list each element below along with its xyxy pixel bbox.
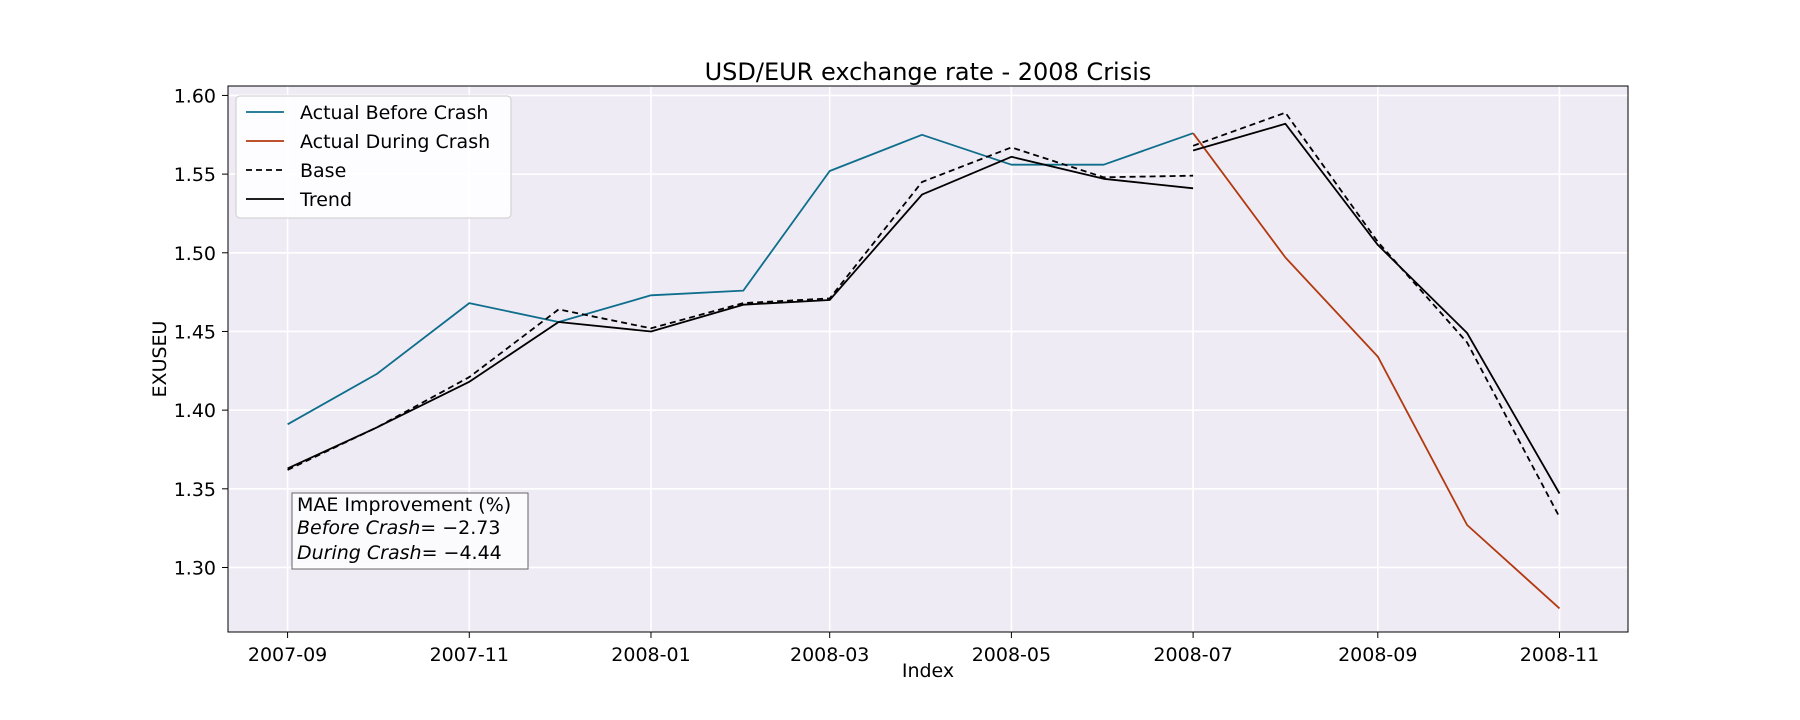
y-tick-label: 1.55: [174, 164, 216, 186]
legend-box: [235, 95, 512, 219]
series-line-actual-during-crash: [1192, 132, 1561, 610]
legend-label-trend: Trend: [299, 189, 352, 211]
y-tick-label: 1.30: [174, 557, 216, 579]
mae-during-value: = −4.44: [422, 542, 502, 564]
y-tick-label: 1.35: [174, 479, 216, 501]
y-tick-label: 1.60: [174, 85, 216, 107]
x-axis-label: Index: [902, 660, 954, 682]
mae-before-line: Before Crash= −2.73: [297, 517, 500, 539]
legend-label-actual-before: Actual Before Crash: [300, 102, 488, 124]
x-tick-label: 2007-11: [430, 644, 509, 666]
grid: [228, 86, 1628, 632]
x-tick-label: 2008-09: [1338, 644, 1417, 666]
legend-label-base: Base: [300, 160, 346, 182]
mae-before-value: = −2.73: [420, 517, 500, 539]
legend-label-actual-during: Actual During Crash: [300, 131, 490, 153]
chart-title: USD/EUR exchange rate - 2008 Crisis: [705, 58, 1152, 86]
x-tick-label: 2007-09: [248, 644, 327, 666]
ticks: 2007-09 2007-11 2008-01 2008-03 2008-05 2008-…: [174, 85, 1599, 666]
y-axis-label: EXUSEU: [149, 321, 171, 398]
mae-during-line: During Crash= −4.44: [297, 542, 502, 564]
x-tick-label: 2008-05: [972, 644, 1051, 666]
mae-annotation-title: MAE Improvement (%): [297, 494, 511, 516]
series-layer: [287, 111, 1561, 610]
x-tick-label: 2008-07: [1153, 644, 1232, 666]
mae-during-label: During Crash: [297, 542, 422, 564]
mae-before-label: Before Crash: [297, 517, 420, 539]
y-tick-label: 1.45: [174, 321, 216, 343]
x-tick-label: 2008-11: [1520, 644, 1599, 666]
x-tick-label: 2008-01: [611, 644, 690, 666]
y-tick-label: 1.40: [174, 400, 216, 422]
y-tick-label: 1.50: [174, 243, 216, 265]
series-line-trend: [287, 155, 1194, 470]
mae-annotation-box: [291, 492, 529, 570]
legend: Actual Before Crash Actual During Crash …: [235, 95, 512, 219]
series-line-base: [1192, 111, 1561, 518]
plot-frame: [227, 85, 1629, 633]
series-line-trend: [1192, 122, 1561, 494]
mae-annotation: MAE Improvement (%) Before Crash= −2.73 …: [291, 492, 529, 570]
x-tick-label: 2008-03: [790, 644, 869, 666]
